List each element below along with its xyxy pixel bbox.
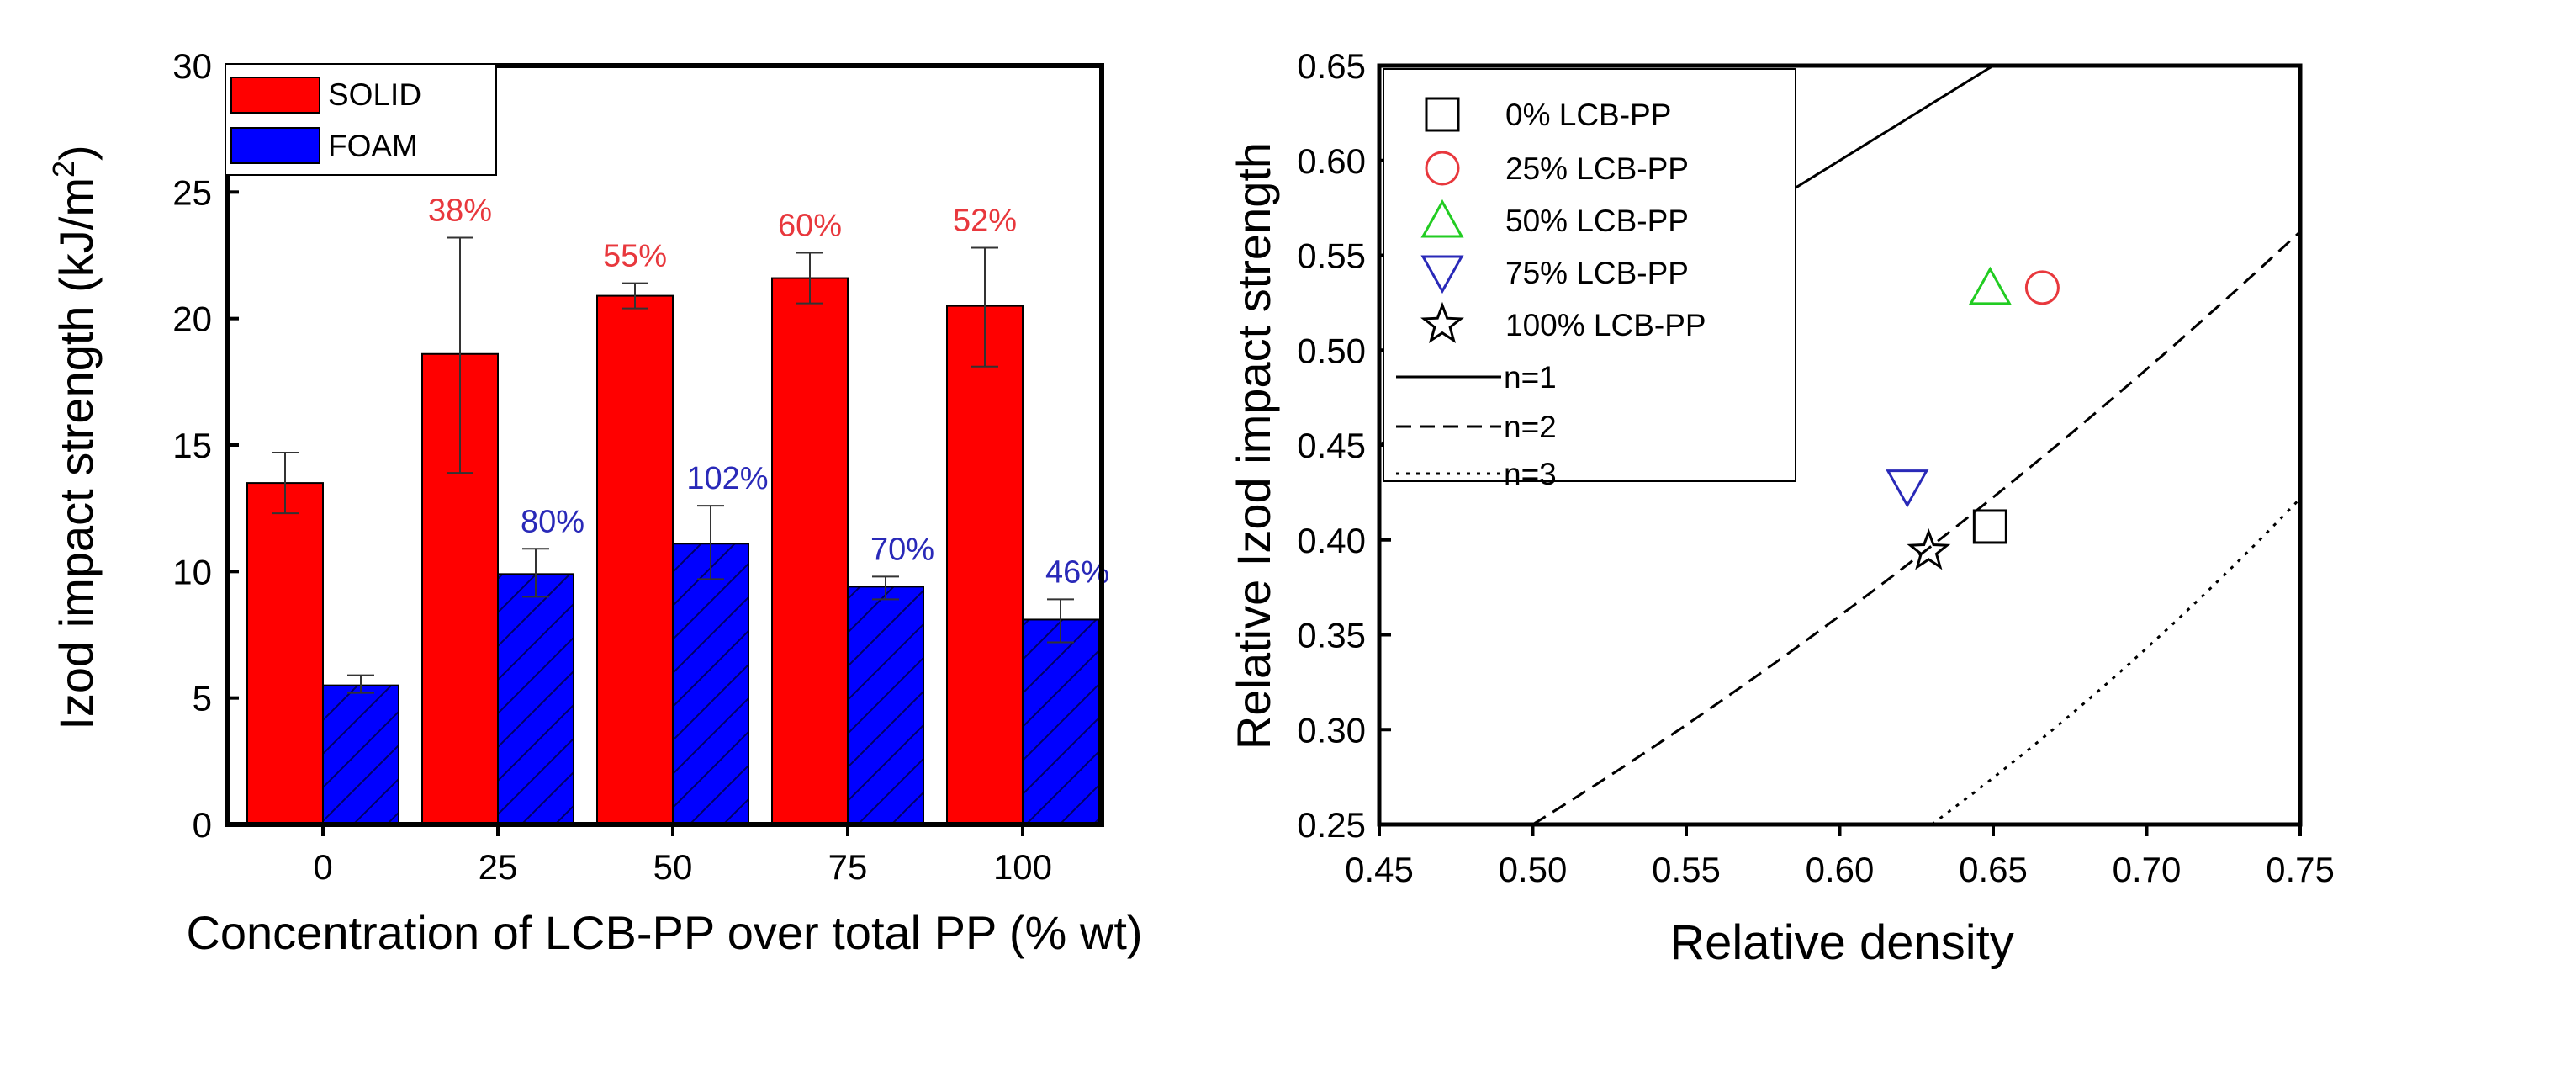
legend-label: 25% LCB-PP [1505,151,1689,186]
x-tick-label: 25 [479,847,518,887]
scatter-chart-panel: 0.25 0.30 0.35 0.40 0.45 0.50 0.55 0.60 0.65 0.4… [1227,46,2335,970]
y-tick-label: 0.55 [1297,236,1366,276]
error-bar [272,452,299,515]
y-tick-label: 25 [172,172,212,212]
y-tick-label: 0 [193,805,212,845]
legend-label: n=1 [1504,360,1557,395]
data-point-75lcb-pp [1886,469,1929,508]
legend-label: 75% LCB-PP [1505,256,1689,290]
x-tick-label: 0.75 [2266,850,2335,889]
y-tick-label: 15 [172,426,212,465]
solid-bar [596,294,674,825]
legend-swatch-foam [230,127,320,164]
bar-y-axis-label: Izod impact strength (kJ/m2) [46,145,103,729]
error-bar [872,575,899,601]
y-tick-label: 30 [172,46,212,86]
y-tick-label: 0.45 [1297,426,1366,465]
y-tick-label: 0.30 [1297,710,1366,750]
bar-chart-frame [225,63,1104,827]
legend-swatch-solid [230,77,320,114]
error-bar [971,246,998,368]
bar-data-label: 102% [686,461,768,496]
legend-label: n=2 [1504,410,1557,444]
legend-label: n=3 [1504,457,1557,491]
foam-bar [847,586,924,826]
bar-data-label: 52% [953,203,1017,238]
x-tick-label: 0.60 [1806,850,1875,889]
data-point-0lcb-pp [1972,509,2007,544]
foam-bar [672,543,749,825]
data-point-50lcb-pp [1968,266,2012,305]
bar-data-label: 70% [870,532,934,567]
bar-x-axis-label: Concentration of LCB-PP over total PP (%… [186,906,1142,959]
x-tick-label: 50 [653,847,693,887]
solid-bar [771,277,849,825]
y-tick-label: 5 [193,679,212,718]
x-tick-label: 0 [313,847,332,887]
x-tick-label: 0.70 [2113,850,2182,889]
legend-label: 0% LCB-PP [1505,98,1671,132]
solid-bar [946,305,1024,825]
scatter-legend: 0% LCB-PP 25% LCB-PP 50% LCB-PP 75% LCB-PP 1… [1383,68,1796,491]
error-bar [622,282,648,310]
solid-bar [246,482,324,825]
legend-label: 50% LCB-PP [1505,204,1689,238]
y-tick-label: 20 [172,299,212,339]
y-tick-label: 0.50 [1297,331,1366,370]
legend-marker [1420,301,1464,344]
bar-data-label: 80% [521,504,584,539]
foam-bar [1022,618,1099,826]
legend-label: 100% LCB-PP [1505,308,1706,342]
error-bar [522,548,549,598]
data-point-25lcb-pp [2024,270,2060,305]
foam-bar [322,684,399,826]
legend-marker [1425,151,1460,186]
y-tick-label: 0.25 [1297,805,1366,845]
y-tick-label: 0.65 [1297,46,1366,86]
error-bar [347,674,374,694]
error-bar [1047,598,1074,644]
scatter-x-axis-label: Relative density [1669,915,2013,970]
y-tick-label: 0.60 [1297,141,1366,181]
error-bar [447,236,473,474]
x-tick-label: 75 [828,847,868,887]
x-tick-label: 0.45 [1345,850,1414,889]
bar-data-label: 38% [428,193,492,228]
y-tick-label: 10 [172,552,212,591]
bar-legend: SOLID FOAM [225,63,497,176]
foam-bar [497,573,574,826]
x-tick-label: 0.65 [1959,850,2028,889]
bar-chart-panel: 38% 80% 55% 102% 60% 70% 52% 46% 0 5 10 15 20 25 30 0… [46,46,1143,959]
error-bar [796,252,823,305]
y-tick-label: 0.40 [1297,521,1366,560]
legend-label-solid: SOLID [328,77,421,112]
scatter-frame [1377,63,2303,827]
scatter-y-axis-label: Relative Izod impact strength [1227,142,1280,750]
error-bar [697,505,724,580]
model-curve-n=2 [1531,231,2302,826]
y-tick-label: 0.35 [1297,616,1366,655]
data-point-100lcb-pp [1907,527,1951,570]
legend-label-foam: FOAM [328,129,418,163]
bar-data-label: 60% [778,208,842,243]
legend-marker [1420,199,1464,238]
x-tick-label: 0.55 [1652,850,1721,889]
legend-marker [1425,97,1460,132]
x-tick-label: 100 [993,847,1052,887]
legend-marker [1420,255,1464,294]
bar-data-label: 55% [603,239,667,274]
model-curve-n=3 [1931,497,2302,826]
x-tick-label: 0.50 [1499,850,1568,889]
bar-data-label: 46% [1045,554,1109,590]
